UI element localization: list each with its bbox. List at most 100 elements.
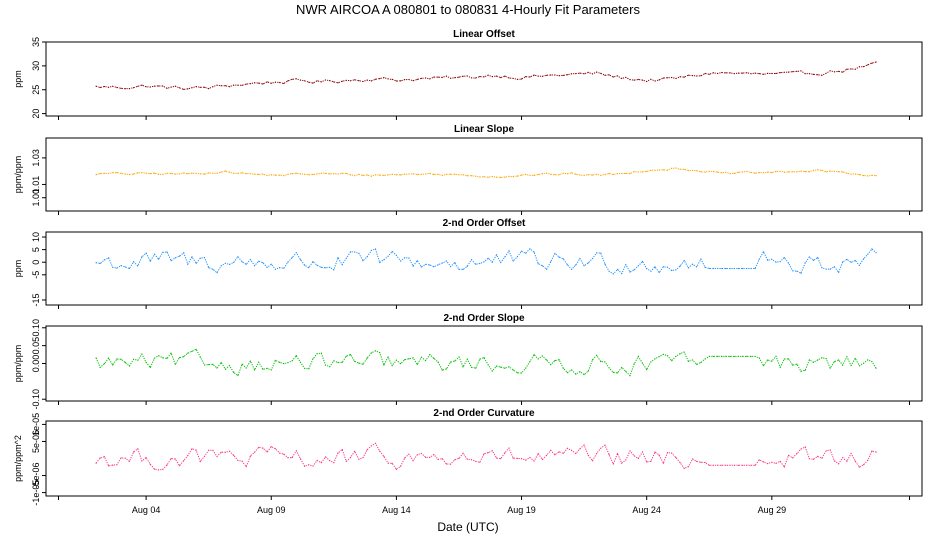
data-point [462, 174, 464, 176]
data-point [733, 267, 735, 270]
data-point [712, 72, 715, 74]
data-point [546, 359, 548, 361]
data-point [454, 173, 456, 175]
data-point [846, 460, 848, 462]
data-point [850, 364, 852, 366]
data-point [137, 265, 139, 267]
data-point [662, 77, 665, 79]
data-point [637, 171, 639, 173]
panel-3: 2-nd Order Offset -15 -5 0 5 10 ppm [13, 218, 923, 309]
data-point [587, 174, 589, 176]
data-point [99, 457, 101, 459]
data-point [220, 265, 222, 267]
data-point [833, 266, 836, 268]
data-point [162, 85, 164, 87]
data-point [258, 82, 260, 84]
data-point [470, 175, 473, 177]
data-point [345, 257, 347, 259]
data-point [604, 361, 606, 363]
data-point [762, 365, 765, 367]
data-point [504, 75, 506, 77]
data-point [858, 466, 861, 468]
data-point [529, 248, 531, 250]
data-point [400, 465, 402, 467]
data-point [758, 258, 760, 260]
data-point [420, 77, 422, 79]
data-point [199, 257, 201, 259]
data-point [787, 171, 790, 173]
data-point [650, 78, 652, 80]
data-point [550, 261, 552, 263]
data-point [717, 355, 719, 357]
data-point [704, 461, 706, 464]
data-point [550, 173, 552, 175]
data-point [775, 72, 777, 75]
data-point [254, 173, 256, 175]
data-point [233, 84, 235, 86]
data-point [249, 455, 251, 457]
data-point [575, 452, 577, 455]
data-point [604, 444, 606, 446]
data-point [671, 76, 673, 79]
data-point [654, 169, 656, 171]
data-point [391, 173, 393, 175]
data-point [108, 172, 110, 175]
data-point [554, 360, 556, 362]
data-point [546, 74, 548, 76]
data-point [783, 257, 785, 259]
data-point [854, 357, 856, 359]
data-point [621, 366, 623, 369]
data-point [354, 175, 356, 177]
data-point [383, 364, 385, 366]
data-point [212, 363, 214, 365]
data-point [162, 173, 164, 176]
data-point [487, 452, 489, 454]
data-point [116, 358, 118, 360]
data-point [671, 452, 673, 454]
data-point [437, 173, 439, 175]
data-point [274, 174, 276, 176]
data-point [804, 171, 806, 173]
data-point [295, 450, 297, 452]
data-point [178, 173, 181, 175]
data-point [425, 456, 427, 458]
data-point [821, 74, 823, 76]
data-point [654, 358, 656, 360]
data-point [128, 365, 130, 367]
data-point [116, 172, 118, 174]
data-point [437, 264, 439, 266]
data-point [483, 76, 485, 78]
data-point [829, 449, 831, 451]
data-point [149, 463, 151, 465]
data-point [817, 359, 819, 361]
data-point [858, 365, 861, 367]
data-point [758, 73, 760, 75]
data-point [804, 73, 806, 75]
data-point [550, 449, 552, 451]
data-point [821, 169, 823, 171]
data-point [203, 173, 206, 175]
data-point [812, 458, 815, 460]
data-point [287, 457, 289, 459]
data-point [754, 464, 756, 466]
data-point [270, 369, 272, 371]
data-point [270, 174, 272, 176]
figure-title: NWR AIRCOA A 080801 to 080831 4-Hourly F… [296, 2, 640, 17]
data-point [554, 252, 556, 254]
data-point [153, 253, 156, 255]
data-point [633, 363, 635, 365]
data-point [199, 356, 201, 358]
data-point [404, 257, 406, 259]
data-point [800, 272, 802, 274]
data-point [775, 462, 777, 464]
data-point [483, 453, 485, 455]
data-point [187, 352, 189, 354]
data-point [591, 174, 594, 176]
data-point [583, 444, 585, 446]
data-point [337, 257, 339, 259]
data-point [829, 268, 831, 270]
data-point [191, 448, 193, 450]
data-point [591, 257, 594, 260]
data-point [458, 356, 460, 358]
data-point [137, 172, 139, 174]
